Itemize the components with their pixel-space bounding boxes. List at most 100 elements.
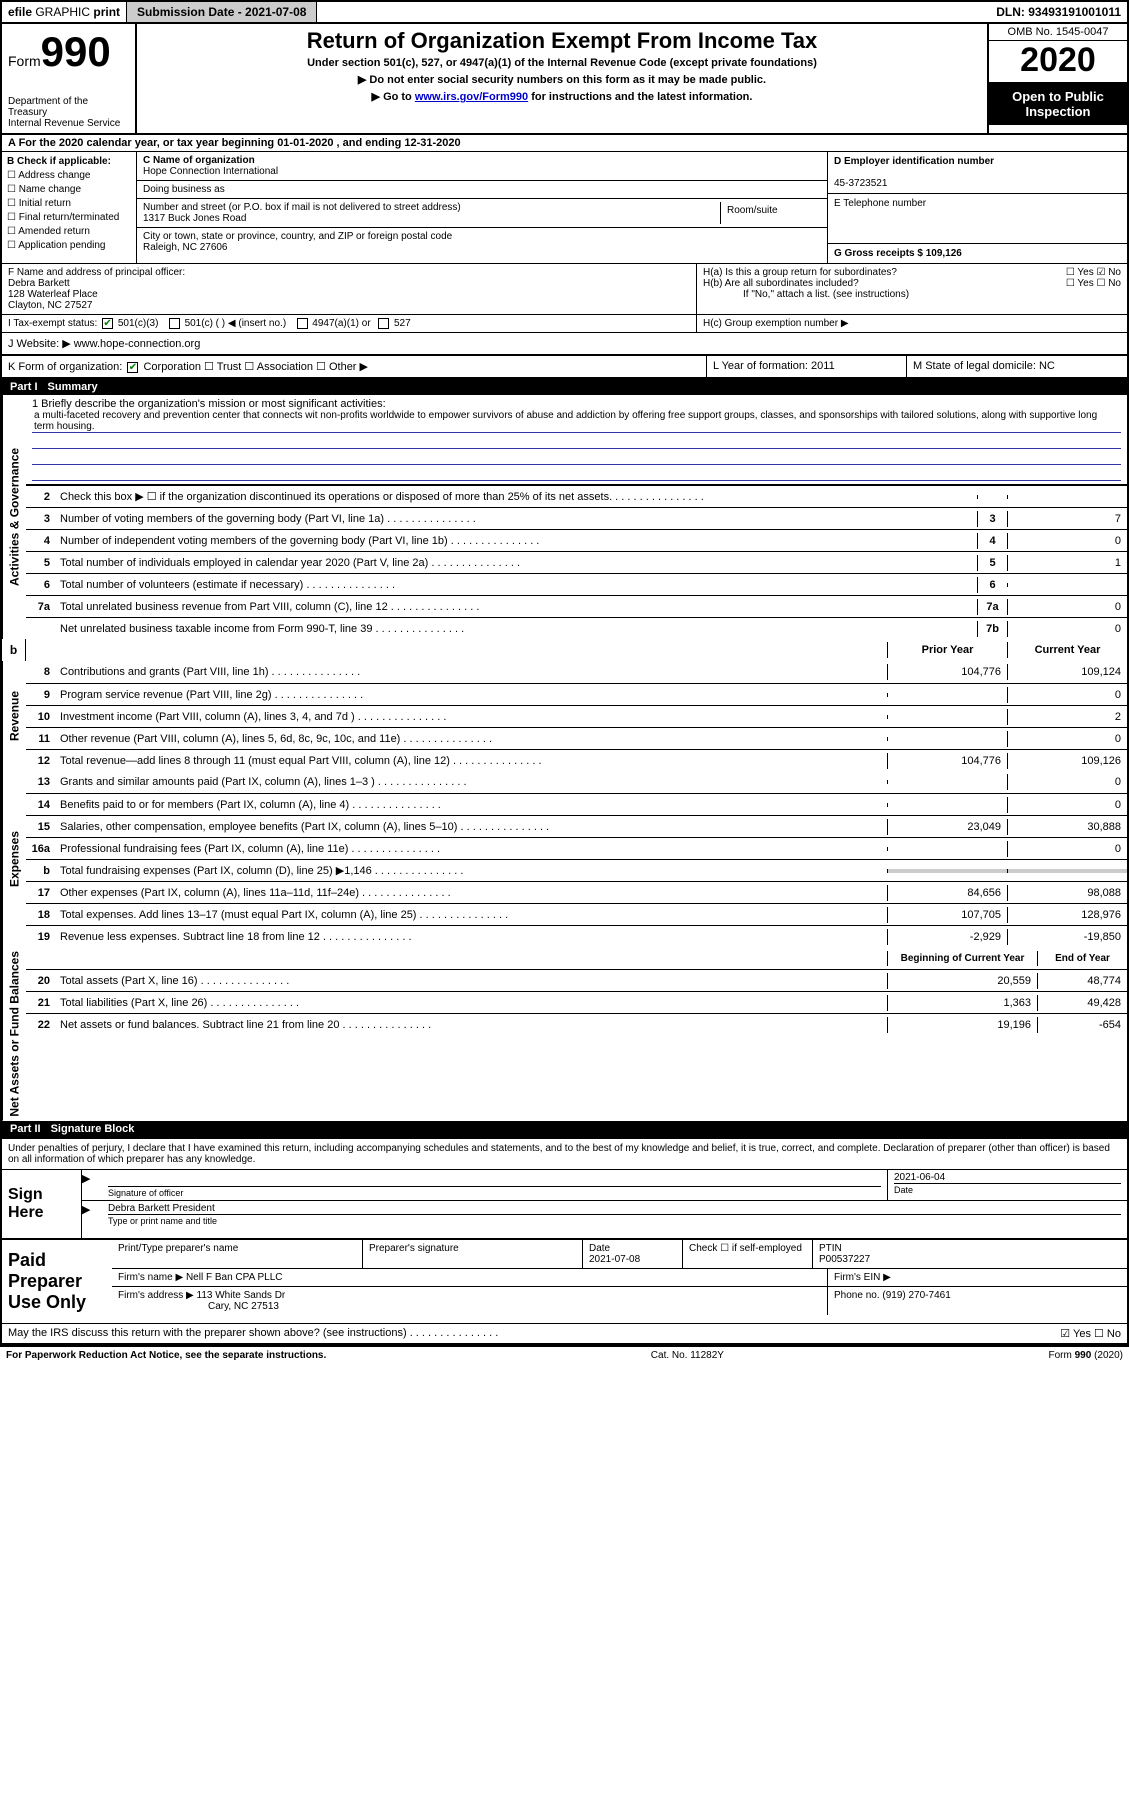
netassets-tab: Net Assets or Fund Balances: [2, 947, 26, 1121]
sig-date-cell: 2021-06-04 Date: [887, 1170, 1127, 1200]
part2-header: Part II Signature Block: [2, 1121, 1127, 1137]
revenue-line: 8Contributions and grants (Part VIII, li…: [26, 661, 1127, 683]
footer-left: For Paperwork Reduction Act Notice, see …: [6, 1350, 326, 1361]
title-sub3: ▶ Go to www.irs.gov/Form990 for instruct…: [145, 90, 979, 103]
ha-label: H(a) Is this a group return for subordin…: [703, 267, 897, 278]
title-center: Return of Organization Exempt From Incom…: [137, 24, 987, 133]
title-right: OMB No. 1545-0047 2020 Open to Public In…: [987, 24, 1127, 133]
ha-yn[interactable]: ☐ Yes ☑ No: [1066, 267, 1121, 278]
summary-line: 2Check this box ▶ ☐ if the organization …: [26, 485, 1127, 507]
box-f: F Name and address of principal officer:…: [2, 264, 697, 314]
omb-label: OMB No. 1545-0047: [989, 24, 1127, 41]
tax-year: 2020: [989, 41, 1127, 83]
form-prefix: Form: [8, 53, 41, 69]
check-final[interactable]: ☐ Final return/terminated: [7, 211, 131, 225]
summary-line: 5Total number of individuals employed in…: [26, 551, 1127, 573]
box-h: H(a) Is this a group return for subordin…: [697, 264, 1127, 314]
part2-num: Part II: [10, 1123, 51, 1135]
efile-label: efile GRAPHIC print: [2, 2, 126, 22]
summary-line: 4Number of independent voting members of…: [26, 529, 1127, 551]
hb-label: H(b) Are all subordinates included?: [703, 278, 859, 289]
website-value: www.hope-connection.org: [74, 338, 201, 350]
summary-line: 6Total number of volunteers (estimate if…: [26, 573, 1127, 595]
officer-addr1: 128 Waterleaf Place: [8, 289, 98, 300]
inspection-label: Open to Public Inspection: [989, 83, 1127, 125]
title-main: Return of Organization Exempt From Incom…: [145, 28, 979, 54]
mission-label: 1 Briefly describe the organization's mi…: [32, 398, 386, 410]
city-value: Raleigh, NC 27606: [143, 242, 228, 253]
mission-blank2: [32, 449, 1121, 465]
phone-label: E Telephone number: [834, 198, 926, 209]
current-year-head: Current Year: [1007, 642, 1127, 658]
ein-value: 45-3723521: [834, 178, 887, 189]
submission-date: Submission Date - 2021-07-08: [126, 2, 317, 22]
row-b-tab: b: [2, 639, 26, 661]
street-label: Number and street (or P.O. box if mail i…: [143, 202, 461, 213]
website-label: J Website: ▶: [8, 338, 71, 350]
ein-label: D Employer identification number: [834, 156, 994, 167]
officer-name: Debra Barkett: [8, 278, 70, 289]
officer-label: F Name and address of principal officer:: [8, 267, 185, 278]
eoy-head: End of Year: [1037, 951, 1127, 966]
part1-title: Summary: [48, 381, 98, 393]
check-name[interactable]: ☐ Name change: [7, 183, 131, 197]
box-m: M State of legal domicile: NC: [907, 356, 1127, 377]
box-j: J Website: ▶ www.hope-connection.org: [2, 333, 1127, 354]
preparer-title: Paid Preparer Use Only: [2, 1240, 112, 1323]
dba-label: Doing business as: [143, 184, 225, 195]
form-number: 990: [41, 28, 111, 75]
check-initial[interactable]: ☐ Initial return: [7, 197, 131, 211]
tax-status-label: I Tax-exempt status:: [8, 318, 97, 329]
dept-label: Department of the TreasuryInternal Reven…: [8, 96, 129, 129]
expense-line: 19Revenue less expenses. Subtract line 1…: [26, 925, 1127, 947]
check-4947[interactable]: [297, 318, 308, 329]
title-sub1: Under section 501(c), 527, or 4947(a)(1)…: [145, 57, 979, 69]
irs-link[interactable]: www.irs.gov/Form990: [415, 91, 528, 103]
prep-sig-head: Preparer's signature: [362, 1240, 582, 1268]
prep-date-cell: Date2021-07-08: [582, 1240, 682, 1268]
mission-text: a multi-faceted recovery and prevention …: [32, 410, 1121, 433]
firm-ein-cell: Firm's EIN ▶: [827, 1269, 1127, 1286]
org-name-label: C Name of organization: [143, 155, 255, 166]
sign-here-label: Sign Here: [2, 1170, 82, 1238]
officer-addr2: Clayton, NC 27527: [8, 300, 93, 311]
officer-signature-cell[interactable]: Signature of officer: [102, 1170, 887, 1200]
check-501c3[interactable]: [102, 318, 113, 329]
check-pending[interactable]: ☐ Application pending: [7, 239, 131, 253]
summary-line: Net unrelated business taxable income fr…: [26, 617, 1127, 639]
revenue-tab: Revenue: [2, 661, 26, 771]
check-527[interactable]: [378, 318, 389, 329]
discuss-yn[interactable]: ☑ Yes ☐ No: [1060, 1327, 1121, 1340]
prep-name-head: Print/Type preparer's name: [112, 1240, 362, 1268]
org-name-value: Hope Connection International: [143, 166, 278, 177]
check-corp[interactable]: [127, 362, 138, 373]
netassets-line: 20Total assets (Part X, line 16)20,55948…: [26, 969, 1127, 991]
officer-printed-name: Debra Barkett President: [108, 1203, 1121, 1214]
mission-blank3: [32, 465, 1121, 481]
hb-note: If "No," attach a list. (see instruction…: [703, 289, 1121, 300]
part2-title: Signature Block: [51, 1123, 135, 1135]
part1-num: Part I: [10, 381, 48, 393]
box-b: B Check if applicable: ☐ Address change …: [2, 152, 137, 263]
check-amended[interactable]: ☐ Amended return: [7, 225, 131, 239]
expense-line: 16aProfessional fundraising fees (Part I…: [26, 837, 1127, 859]
discuss-question: May the IRS discuss this return with the…: [8, 1327, 498, 1340]
firm-name-cell: Firm's name ▶ Nell F Ban CPA PLLC: [112, 1269, 827, 1286]
prep-check-cell[interactable]: Check ☐ if self-employed: [682, 1240, 812, 1268]
revenue-line: 9Program service revenue (Part VIII, lin…: [26, 683, 1127, 705]
check-501c[interactable]: [169, 318, 180, 329]
expense-line: 13Grants and similar amounts paid (Part …: [26, 771, 1127, 793]
hb-yn[interactable]: ☐ Yes ☐ No: [1066, 278, 1121, 289]
box-c: C Name of organization Hope Connection I…: [137, 152, 827, 263]
mission-block: 1 Briefly describe the organization's mi…: [26, 395, 1127, 485]
box-l: L Year of formation: 2011: [707, 356, 907, 377]
sig-date-value: 2021-06-04: [894, 1172, 1121, 1183]
officer-name-cell: Debra Barkett President Type or print na…: [102, 1201, 1127, 1228]
footer-mid: Cat. No. 11282Y: [651, 1350, 724, 1361]
room-label: Room/suite: [721, 202, 821, 224]
boy-head: Beginning of Current Year: [887, 951, 1037, 966]
box-k: K Form of organization: Corporation ☐ Tr…: [2, 356, 707, 377]
check-address[interactable]: ☐ Address change: [7, 169, 131, 183]
revenue-line: 10Investment income (Part VIII, column (…: [26, 705, 1127, 727]
city-label: City or town, state or province, country…: [143, 231, 452, 242]
